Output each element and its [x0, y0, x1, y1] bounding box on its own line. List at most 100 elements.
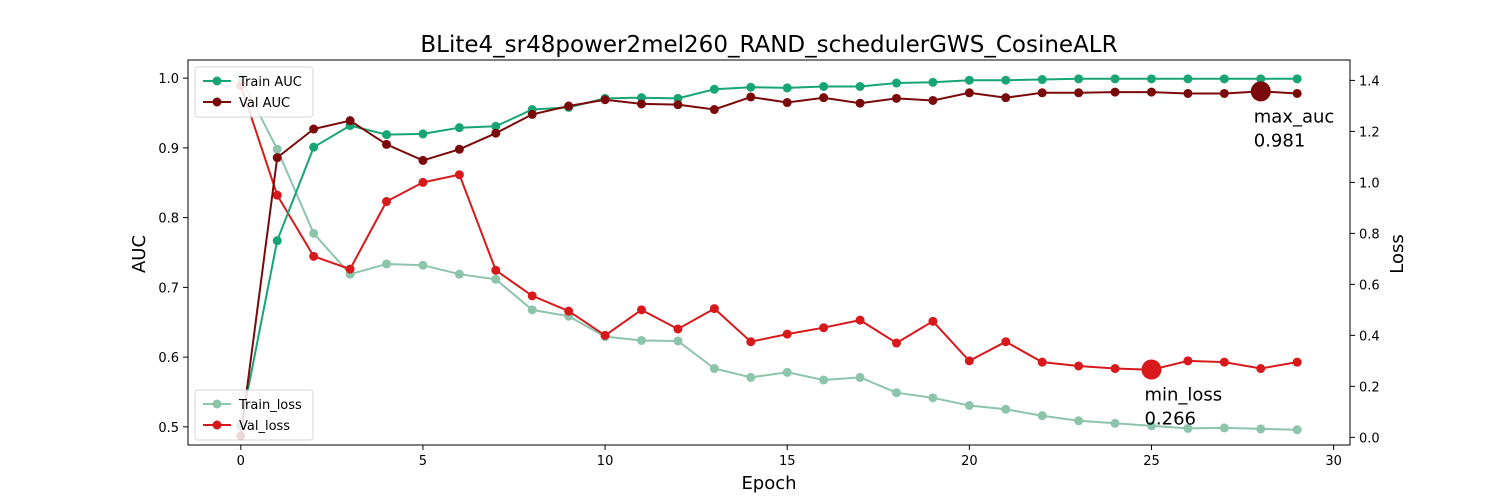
- point-val-auc-17: [855, 98, 865, 108]
- legend-marker-train-loss: [212, 399, 222, 409]
- point-train-loss-5: [418, 260, 428, 270]
- point-train-loss-21: [1001, 404, 1011, 414]
- series-line-val-loss: [239, 85, 1298, 371]
- x-tick-label-30: 30: [1325, 454, 1342, 469]
- point-val-auc-20: [964, 88, 974, 98]
- point-val-auc-18: [891, 93, 901, 103]
- y-right-axis-title: Loss: [1387, 234, 1408, 273]
- point-val-loss-17: [855, 315, 865, 325]
- point-val-loss-1: [272, 190, 282, 200]
- point-train-auc-2: [309, 142, 319, 152]
- point-val-loss-6: [454, 170, 464, 180]
- point-train-auc-1: [272, 236, 282, 246]
- legend-marker-train-auc: [212, 76, 222, 86]
- point-val-loss-11: [637, 305, 647, 315]
- y-right-tick-label-7: 1.4: [1359, 74, 1380, 89]
- point-train-loss-12: [673, 336, 683, 346]
- y-right-tick-label-5: 1.0: [1359, 176, 1380, 191]
- point-train-loss-29: [1292, 425, 1302, 435]
- x-tick-label-25: 25: [1143, 454, 1160, 469]
- legend-marker-val-loss: [212, 420, 222, 430]
- point-val-auc-8: [527, 109, 537, 119]
- y-left-axis-title: AUC: [129, 235, 150, 273]
- point-val-auc-11: [637, 99, 647, 109]
- point-train-auc-21: [1001, 75, 1011, 85]
- annotation-marker-max-auc: [1250, 81, 1271, 102]
- point-val-loss-26: [1183, 356, 1193, 366]
- point-train-loss-24: [1110, 418, 1120, 428]
- point-val-auc-23: [1074, 88, 1084, 98]
- legend-auc: [194, 66, 314, 118]
- point-val-auc-19: [928, 95, 938, 105]
- x-tick-label-20: 20: [961, 454, 978, 469]
- point-val-auc-25: [1146, 87, 1156, 97]
- chart-title: BLite4_sr48power2mel260_RAND_schedulerGW…: [420, 32, 1117, 58]
- point-train-auc-15: [782, 83, 792, 93]
- point-val-auc-10: [600, 95, 610, 105]
- y-left-tick-label-1: 0.6: [158, 351, 179, 366]
- point-train-loss-28: [1256, 424, 1266, 434]
- point-train-auc-19: [928, 77, 938, 87]
- point-train-loss-18: [891, 388, 901, 398]
- point-train-loss-4: [382, 259, 392, 269]
- point-val-auc-3: [345, 116, 355, 126]
- point-train-loss-11: [637, 335, 647, 345]
- point-train-loss-26: [1183, 423, 1193, 433]
- point-train-loss-16: [819, 375, 829, 385]
- point-train-auc-24: [1110, 74, 1120, 84]
- point-train-loss-27: [1219, 423, 1229, 433]
- series-line-train-auc: [239, 77, 1298, 427]
- point-train-loss-15: [782, 367, 792, 377]
- point-val-loss-20: [964, 356, 974, 366]
- point-val-auc-7: [491, 128, 501, 138]
- point-val-loss-7: [491, 265, 501, 275]
- point-val-auc-12: [673, 100, 683, 110]
- point-val-loss-19: [928, 316, 938, 326]
- point-val-loss-2: [309, 251, 319, 261]
- point-val-loss-28: [1256, 364, 1266, 374]
- point-train-auc-17: [855, 82, 865, 92]
- point-train-auc-22: [1037, 75, 1047, 85]
- y-right-tick-label-3: 0.6: [1359, 278, 1380, 293]
- point-val-loss-21: [1001, 337, 1011, 347]
- point-val-loss-3: [345, 264, 355, 274]
- annotation-value-min-loss: 0.266: [1144, 409, 1196, 430]
- point-train-loss-13: [709, 364, 719, 374]
- point-train-loss-22: [1037, 411, 1047, 421]
- point-val-loss-15: [782, 329, 792, 339]
- point-train-auc-14: [746, 82, 756, 92]
- point-train-auc-28: [1256, 74, 1266, 84]
- legend-loss: [194, 389, 314, 441]
- y-left-tick-label-4: 0.9: [158, 142, 179, 157]
- point-train-auc-11: [637, 93, 647, 103]
- annotation-marker-min-loss: [1141, 359, 1162, 380]
- point-val-loss-4: [382, 197, 392, 207]
- y-right-tick-label-1: 0.2: [1359, 380, 1380, 395]
- legend-label-val-loss: Val_loss: [239, 419, 290, 434]
- point-train-auc-7: [491, 121, 501, 131]
- point-val-loss-22: [1037, 357, 1047, 367]
- point-val-loss-24: [1110, 364, 1120, 374]
- legend-label-train-auc: Train AUC: [238, 75, 302, 90]
- point-val-auc-6: [454, 144, 464, 154]
- point-val-auc-26: [1183, 88, 1193, 98]
- point-val-auc-5: [418, 155, 428, 165]
- y-right-tick-label-0: 0.0: [1359, 431, 1380, 446]
- y-left-tick-label-0: 0.5: [158, 421, 179, 436]
- point-val-auc-16: [819, 93, 829, 103]
- point-val-loss-23: [1074, 361, 1084, 371]
- point-val-loss-10: [600, 330, 610, 340]
- point-val-auc-2: [309, 124, 319, 134]
- point-val-auc-24: [1110, 87, 1120, 97]
- point-val-auc-4: [382, 139, 392, 149]
- point-train-auc-5: [418, 129, 428, 139]
- point-train-auc-25: [1146, 74, 1156, 84]
- point-train-auc-18: [891, 78, 901, 88]
- point-train-loss-2: [309, 228, 319, 238]
- y-right-tick-label-6: 1.2: [1359, 125, 1380, 140]
- point-train-auc-20: [964, 75, 974, 85]
- point-val-loss-14: [746, 337, 756, 347]
- point-train-auc-26: [1183, 74, 1193, 84]
- point-val-loss-12: [673, 324, 683, 334]
- series-line-train-loss: [239, 77, 1298, 431]
